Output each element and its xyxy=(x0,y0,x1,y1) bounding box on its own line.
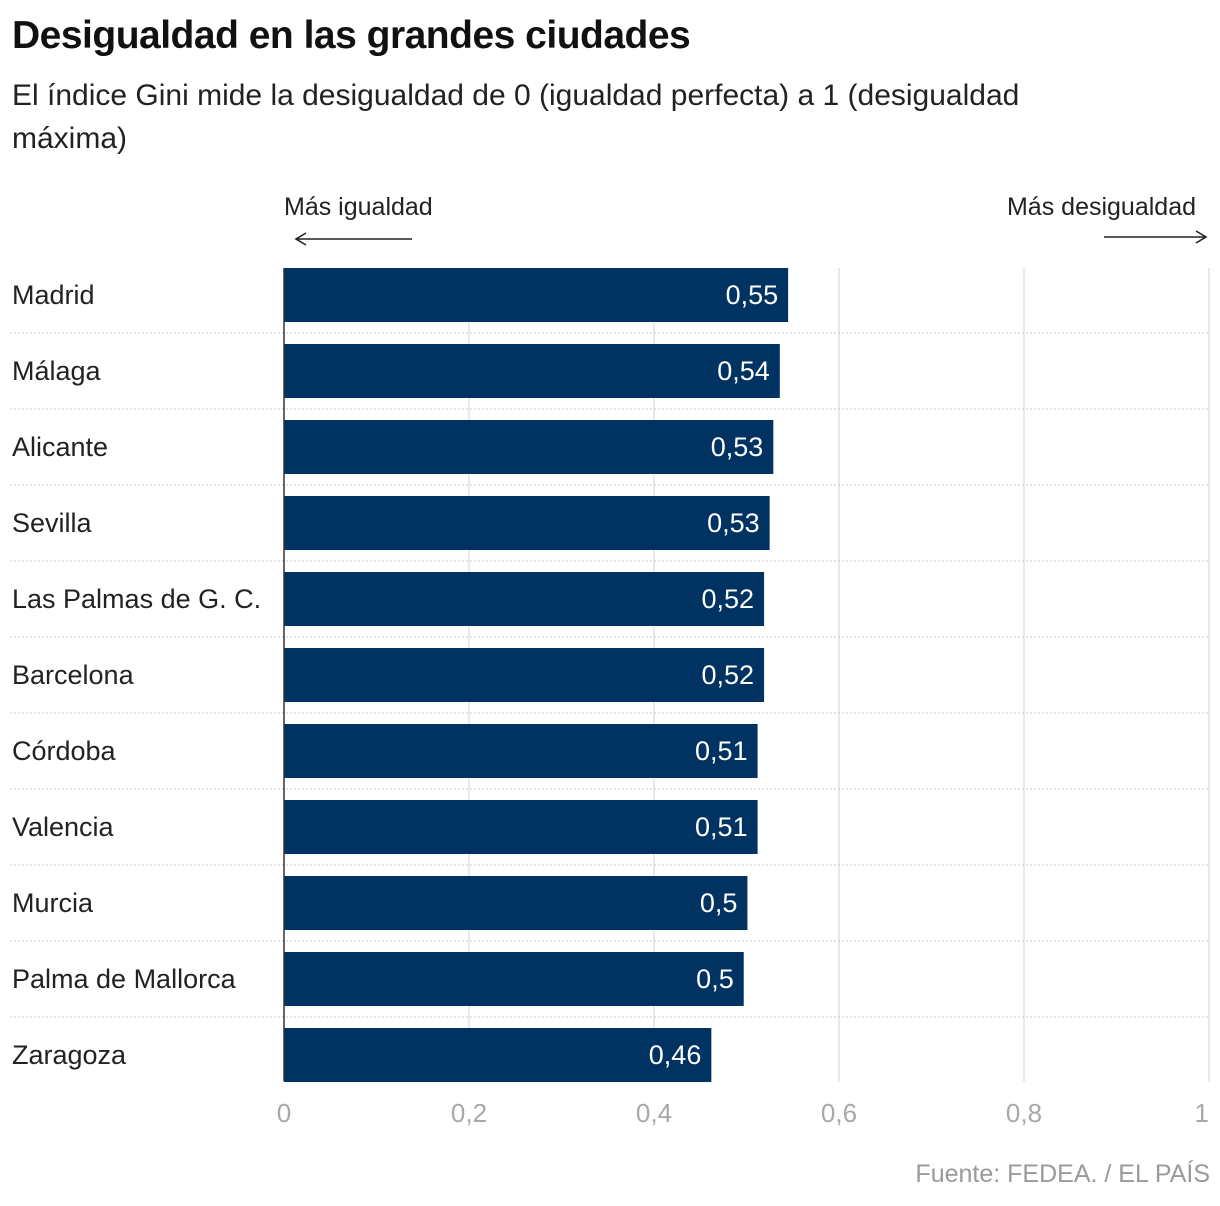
x-tick-label: 0,4 xyxy=(636,1098,672,1128)
x-tick-label: 0,6 xyxy=(821,1098,857,1128)
more-inequality-label: Más desigualdad xyxy=(1006,193,1196,221)
value-label: 0,51 xyxy=(695,736,748,766)
source-note: Fuente: FEDEA. / EL PAÍS xyxy=(915,1160,1210,1188)
category-labels: Madrid Málaga Alicante Sevilla Las Palmas de… xyxy=(12,280,261,1070)
category-label: Barcelona xyxy=(12,660,135,690)
value-label: 0,5 xyxy=(700,888,738,918)
category-label: Sevilla xyxy=(12,508,93,538)
category-label: Zaragoza xyxy=(12,1040,127,1070)
bar xyxy=(284,572,765,626)
x-axis-ticks: 0 0,2 0,4 0,6 0,8 1 xyxy=(277,1098,1209,1128)
category-label: Palma de Mallorca xyxy=(12,964,237,994)
value-label: 0,53 xyxy=(711,432,764,462)
x-tick-label: 0,8 xyxy=(1006,1098,1042,1128)
bar xyxy=(284,496,770,550)
value-label: 0,51 xyxy=(695,812,748,842)
bar xyxy=(284,268,789,322)
value-label: 0,54 xyxy=(717,356,770,386)
x-tick-label: 0,2 xyxy=(451,1098,487,1128)
left-arrow-icon xyxy=(294,232,412,246)
value-label: 0,46 xyxy=(649,1040,702,1070)
value-label: 0,55 xyxy=(726,280,779,310)
category-label: Las Palmas de G. C. xyxy=(12,584,261,614)
bar xyxy=(284,952,744,1006)
bar xyxy=(284,724,758,778)
chart-title: Desigualdad en las grandes ciudades xyxy=(12,14,691,57)
bar xyxy=(284,800,758,854)
category-label: Murcia xyxy=(12,888,94,918)
value-label: 0,5 xyxy=(696,964,734,994)
right-arrow-icon xyxy=(1104,230,1208,244)
category-label: Alicante xyxy=(12,432,108,462)
bar xyxy=(284,420,774,474)
category-label: Córdoba xyxy=(12,736,117,766)
x-tick-label: 1 xyxy=(1195,1098,1209,1128)
value-label: 0,52 xyxy=(702,584,755,614)
bars xyxy=(284,268,789,1082)
category-label: Málaga xyxy=(12,356,102,386)
bar xyxy=(284,344,780,398)
bar xyxy=(284,1028,712,1082)
bar xyxy=(284,876,748,930)
more-equality-label: Más igualdad xyxy=(284,193,433,221)
value-label: 0,53 xyxy=(707,508,760,538)
value-label: 0,52 xyxy=(702,660,755,690)
value-labels: 0,55 0,54 0,53 0,53 0,52 0,52 0,51 0,51 0,5 0,5 0,… xyxy=(649,280,778,1070)
category-label: Madrid xyxy=(12,280,95,310)
direction-arrows xyxy=(294,230,1208,246)
bar xyxy=(284,648,765,702)
x-tick-label: 0 xyxy=(277,1098,291,1128)
chart-subtitle: El índice Gini mide la desigualdad de 0 … xyxy=(12,79,1020,155)
category-label: Valencia xyxy=(12,812,115,842)
